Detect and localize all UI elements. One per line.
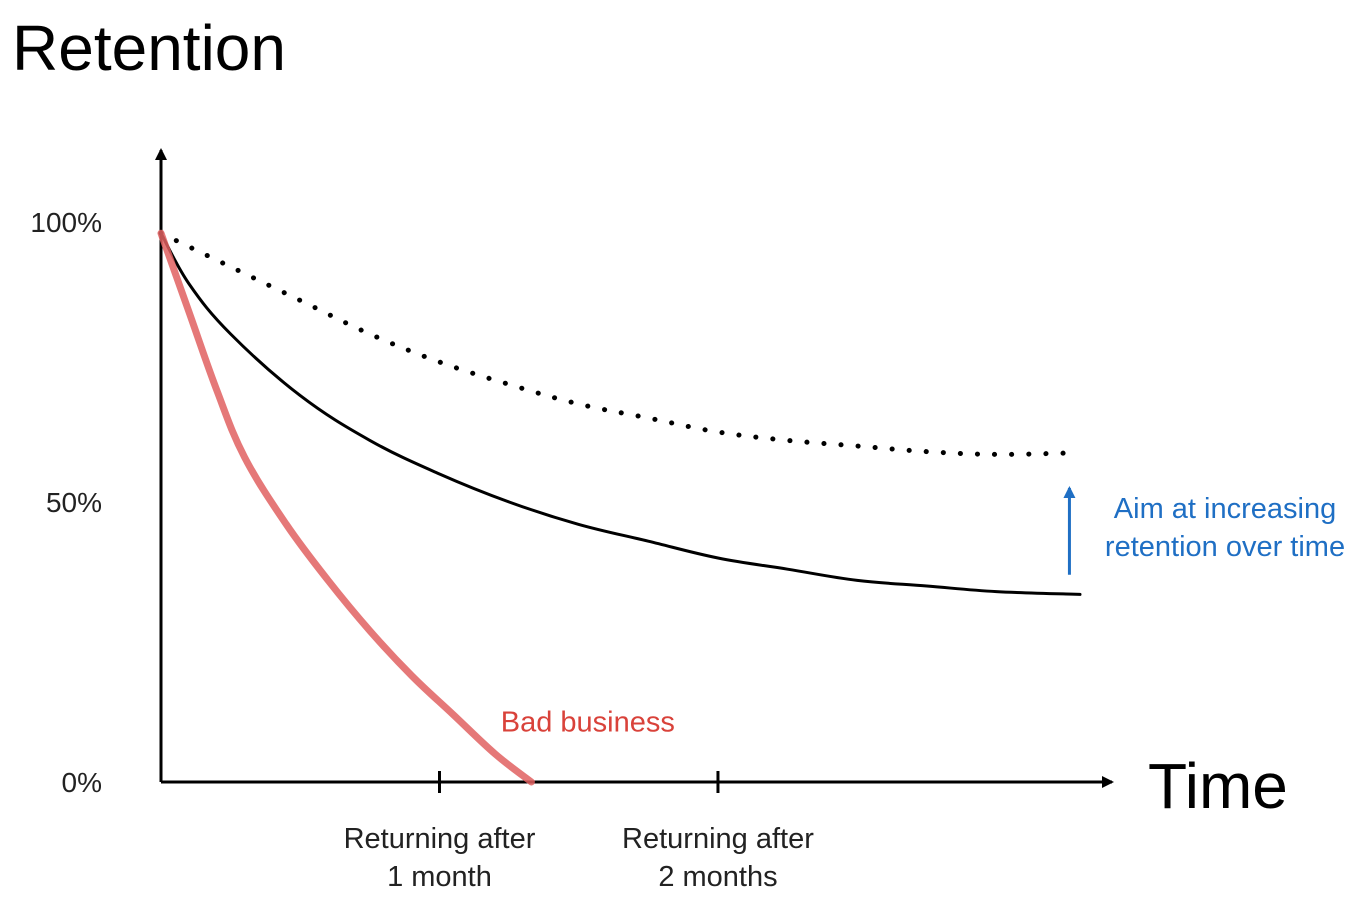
series-line-2 <box>158 230 1083 457</box>
x-axis-title: Time <box>1148 750 1288 822</box>
annotation-goal-text: retention over time <box>1105 531 1345 563</box>
tick-layer: 100% 50% 0% Returning after 1 month Returning… <box>30 207 814 893</box>
y-tick-label: 0% <box>62 767 102 798</box>
annotation-layer: Bad business Aim at increasing retention o… <box>501 486 1345 739</box>
y-tick-label: 50% <box>46 487 102 518</box>
series-line-1 <box>159 231 1082 596</box>
y-tick-label: 100% <box>30 207 102 238</box>
series-line-3 <box>157 229 535 786</box>
x-tick-label: 1 month <box>387 861 492 893</box>
x-tick-label: Returning after <box>622 823 814 855</box>
annotation-bad-business: Bad business <box>501 707 675 739</box>
annotation-goal-text: Aim at increasing <box>1114 493 1336 525</box>
chart-title: Retention <box>12 12 286 84</box>
x-tick-label: Returning after <box>344 823 536 855</box>
x-tick-label: 2 months <box>658 861 777 893</box>
series-layer <box>157 229 1083 786</box>
